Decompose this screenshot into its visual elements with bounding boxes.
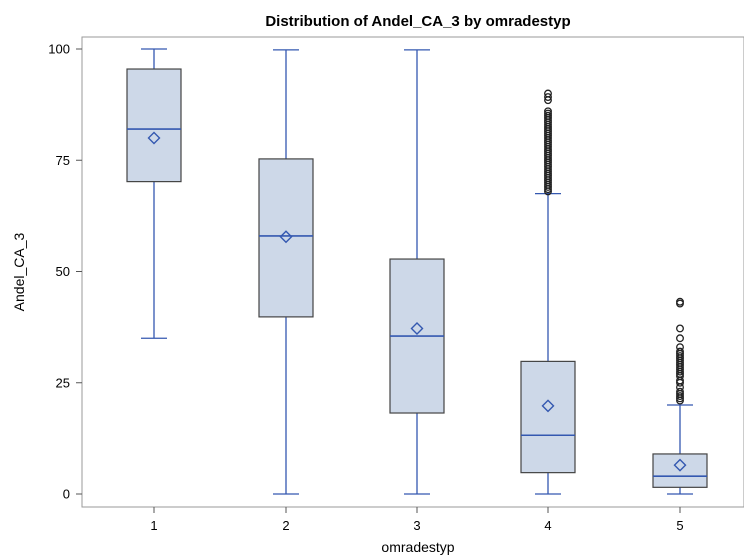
box-group-5: [652, 297, 708, 495]
outlier-point: [676, 343, 684, 352]
outlier-point: [676, 387, 684, 396]
outlier-point: [676, 297, 684, 306]
y-axis: 0 25 50 75 100: [48, 42, 82, 502]
y-axis-label: Andel_CA_3: [11, 232, 27, 311]
mean-marker: [410, 321, 424, 335]
mean-marker: [279, 230, 293, 244]
box-group-3: [389, 49, 445, 495]
outlier-point: [544, 93, 552, 102]
y-tick-label: 75: [56, 153, 70, 168]
mean-marker: [541, 399, 555, 413]
x-tick-label: 2: [282, 518, 289, 533]
outlier-point: [544, 89, 552, 98]
outlier-point: [676, 334, 684, 343]
x-tick-label: 4: [544, 518, 551, 533]
outlier-point: [544, 111, 552, 120]
outlier-point: [676, 347, 684, 356]
y-tick-label: 100: [48, 42, 70, 57]
y-tick-label: 0: [63, 487, 70, 502]
x-tick-label: 1: [150, 518, 157, 533]
mean-marker: [673, 458, 687, 472]
box-group-4: [520, 89, 576, 495]
box-series: [126, 48, 708, 495]
iqr-box: [520, 360, 576, 474]
outlier-point: [676, 392, 684, 401]
box-group-2: [258, 49, 314, 495]
x-tick-label: 3: [413, 518, 420, 533]
x-tick-label: 5: [676, 518, 683, 533]
y-tick-label: 25: [56, 375, 70, 390]
iqr-box: [258, 158, 314, 318]
mean-marker: [147, 131, 161, 145]
x-axis: 1 2 3 4 5: [150, 507, 684, 533]
outlier-point: [676, 352, 684, 360]
y-tick-label: 50: [56, 264, 70, 279]
chart-title: Distribution of Andel_CA_3 by omradestyp: [265, 13, 570, 30]
outlier-point: [544, 109, 552, 118]
outlier-point: [676, 324, 684, 333]
iqr-box: [126, 68, 182, 183]
x-axis-label: omradestyp: [381, 539, 454, 555]
outlier-point: [544, 107, 552, 116]
box-group-1: [126, 48, 182, 339]
